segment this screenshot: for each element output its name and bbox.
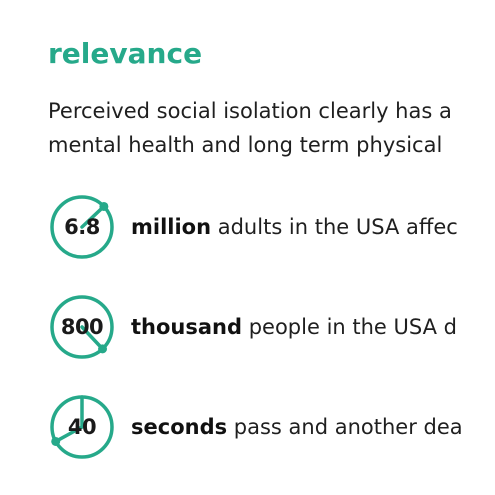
stat-text: people in the USA d [242, 315, 457, 339]
dial-icon [50, 195, 114, 259]
dial-dot [51, 436, 61, 446]
stat-seconds-pass: 40 seconds pass and another dea [48, 393, 495, 461]
dial-icon [50, 295, 114, 359]
stat-description: million adults in the USA affec [131, 210, 458, 244]
stat-million-adults: 6.8 million adults in the USA affec [48, 193, 495, 261]
stat-value: 800 [60, 315, 104, 339]
intro-paragraph: Perceived social isolation clearly has a… [48, 94, 452, 162]
section-heading: relevance [48, 37, 203, 70]
dial-dot [99, 201, 109, 211]
stat-unit: seconds [131, 415, 228, 439]
stat-description: thousand people in the USA d [131, 310, 457, 344]
dial-icon [50, 395, 114, 459]
stat-dial-badge: 40 [48, 393, 116, 461]
stat-unit: thousand [131, 315, 243, 339]
dial-hand [53, 425, 84, 444]
intro-line-1: Perceived social isolation clearly has a [48, 99, 452, 123]
dial-dot [98, 344, 108, 354]
stat-dial-badge: 800 [48, 293, 116, 361]
stat-value: 6.8 [64, 215, 100, 239]
stat-description: seconds pass and another dea [131, 410, 463, 444]
stat-unit: million [131, 215, 212, 239]
dial-hand [80, 325, 105, 351]
stat-value: 40 [67, 415, 97, 439]
dial-hand [80, 204, 106, 229]
stat-text: adults in the USA affec [211, 215, 458, 239]
intro-line-2: mental health and long term physical [48, 133, 443, 157]
stat-thousand-people: 800 thousand people in the USA d [48, 293, 495, 361]
stat-text: pass and another dea [227, 415, 463, 439]
stat-dial-badge: 6.8 [48, 193, 116, 261]
